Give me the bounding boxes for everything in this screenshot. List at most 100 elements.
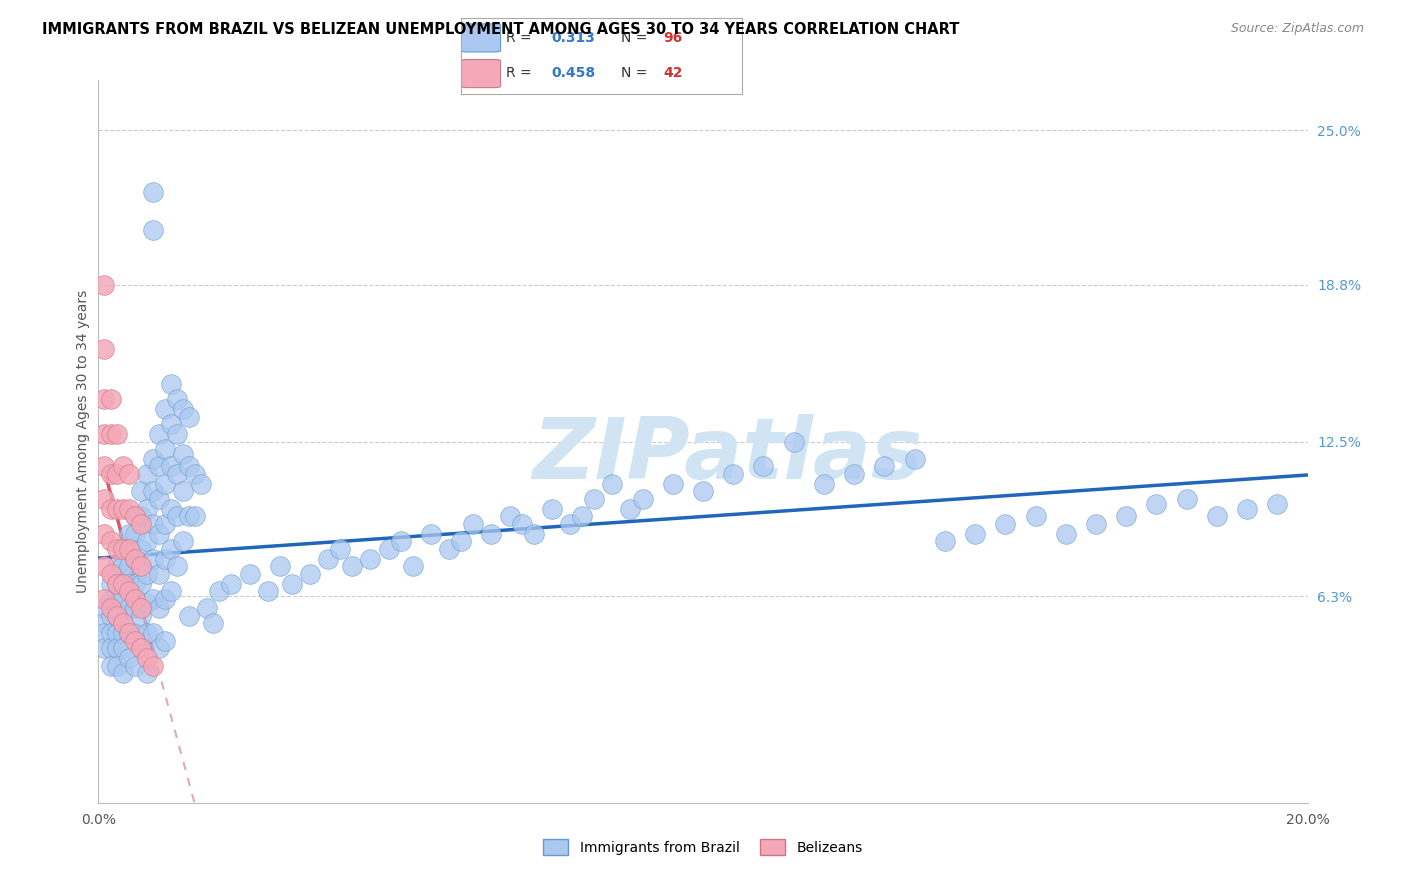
Point <box>1267 497 1289 511</box>
Point <box>118 541 141 556</box>
FancyBboxPatch shape <box>461 60 501 87</box>
Point <box>269 559 291 574</box>
Point <box>153 551 176 566</box>
Point <box>142 516 165 531</box>
Point <box>540 501 562 516</box>
Point <box>93 591 115 606</box>
Point <box>463 516 485 531</box>
Point <box>172 402 194 417</box>
Y-axis label: Unemployment Among Ages 30 to 34 years: Unemployment Among Ages 30 to 34 years <box>76 290 90 593</box>
Point <box>360 551 382 566</box>
Point <box>111 591 134 606</box>
Point <box>118 601 141 615</box>
Point <box>583 491 606 506</box>
Point <box>166 427 188 442</box>
Point <box>93 616 115 631</box>
Point <box>124 509 146 524</box>
Point <box>153 516 176 531</box>
Point <box>118 526 141 541</box>
Text: 0.458: 0.458 <box>551 66 595 80</box>
Point <box>389 534 412 549</box>
Point <box>437 541 460 556</box>
Point <box>602 476 624 491</box>
Point <box>221 576 243 591</box>
Point <box>105 576 128 591</box>
Point <box>142 484 165 499</box>
Point <box>135 467 157 481</box>
Point <box>752 459 775 474</box>
Point <box>1236 501 1258 516</box>
Point <box>1024 509 1046 524</box>
FancyBboxPatch shape <box>461 24 501 52</box>
Point <box>105 501 128 516</box>
Point <box>124 601 146 615</box>
Point <box>100 576 122 591</box>
Point <box>93 491 115 506</box>
Point <box>190 476 212 491</box>
Point <box>124 551 146 566</box>
Point <box>813 476 835 491</box>
Point <box>571 509 593 524</box>
Text: N =: N = <box>621 31 652 45</box>
Point <box>135 651 157 665</box>
Point <box>111 626 134 640</box>
Point <box>93 526 115 541</box>
Point <box>124 633 146 648</box>
Point <box>172 447 194 461</box>
Point <box>142 186 165 200</box>
Point <box>105 609 128 624</box>
Point <box>129 484 152 499</box>
Point <box>142 223 165 237</box>
Point <box>124 658 146 673</box>
Point <box>118 626 141 640</box>
Point <box>179 509 201 524</box>
Point <box>93 601 115 615</box>
Point <box>100 467 122 481</box>
Point <box>111 609 134 624</box>
Point <box>160 541 183 556</box>
Point <box>118 559 141 574</box>
Point <box>342 559 364 574</box>
Text: ZIPatlas: ZIPatlas <box>531 415 922 498</box>
Text: 96: 96 <box>664 31 683 45</box>
Point <box>100 591 122 606</box>
Point <box>129 609 152 624</box>
Point <box>1054 526 1077 541</box>
Point <box>661 476 683 491</box>
Point <box>1144 497 1167 511</box>
Point <box>142 658 165 673</box>
Point <box>124 551 146 566</box>
Point <box>111 666 134 681</box>
Point <box>329 541 352 556</box>
Point <box>142 626 165 640</box>
Point <box>118 626 141 640</box>
Point <box>904 452 927 467</box>
Point <box>172 534 194 549</box>
Text: IMMIGRANTS FROM BRAZIL VS BELIZEAN UNEMPLOYMENT AMONG AGES 30 TO 34 YEARS CORREL: IMMIGRANTS FROM BRAZIL VS BELIZEAN UNEMP… <box>42 22 959 37</box>
Point <box>93 459 115 474</box>
Point <box>523 526 546 541</box>
Point <box>934 534 956 549</box>
Point <box>129 601 152 615</box>
Point <box>124 509 146 524</box>
Point <box>118 541 141 556</box>
Point <box>100 641 122 656</box>
Point <box>105 576 128 591</box>
Text: R =: R = <box>506 31 536 45</box>
Point <box>100 501 122 516</box>
Point <box>148 459 170 474</box>
Point <box>179 609 201 624</box>
Point <box>135 666 157 681</box>
Point <box>93 641 115 656</box>
Point <box>142 551 165 566</box>
Point <box>873 459 896 474</box>
Point <box>160 584 183 599</box>
Point <box>1206 509 1229 524</box>
Point <box>1175 491 1198 506</box>
Point <box>93 427 115 442</box>
Point <box>184 467 207 481</box>
Legend: Immigrants from Brazil, Belizeans: Immigrants from Brazil, Belizeans <box>538 834 868 861</box>
Text: 42: 42 <box>664 66 683 80</box>
Point <box>481 526 503 541</box>
Point <box>135 501 157 516</box>
